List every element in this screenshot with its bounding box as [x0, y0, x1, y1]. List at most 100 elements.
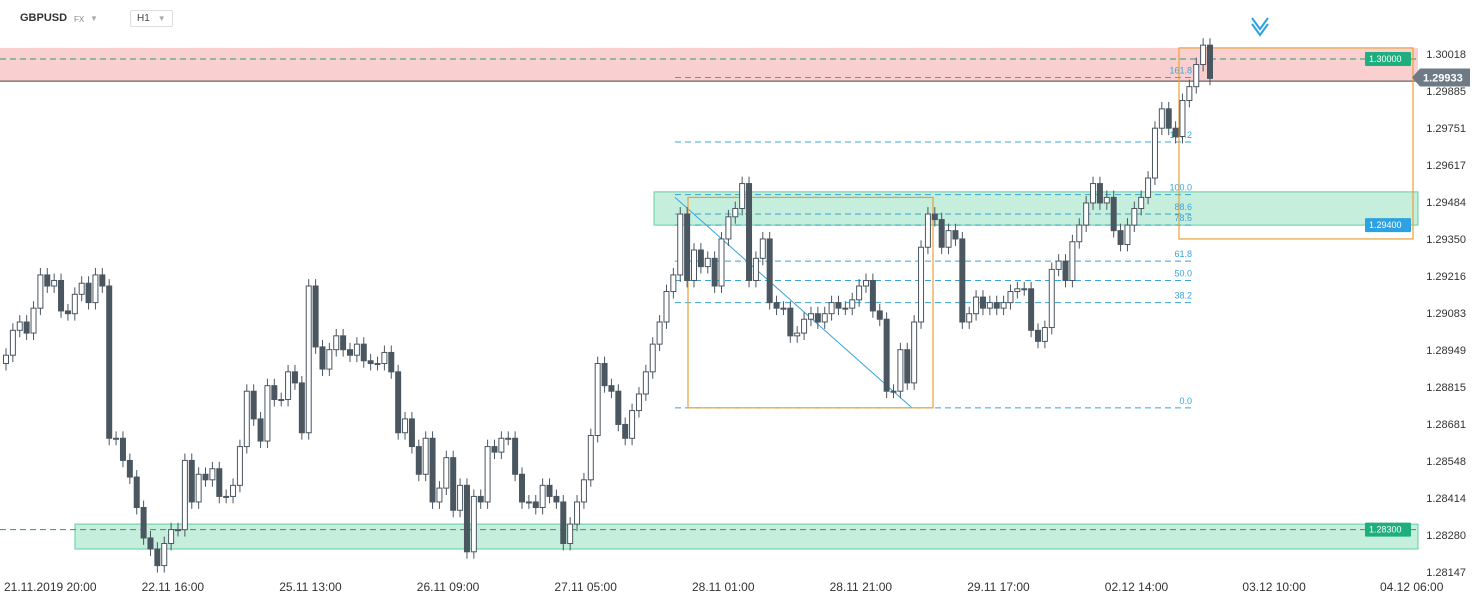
- candle-body: [463, 484, 470, 553]
- x-axis: 21.11.2019 20:00 22.11 16:00 25.11 13:00 26…: [4, 580, 1444, 594]
- candle-body: [794, 332, 801, 337]
- candle-body: [1207, 44, 1213, 79]
- x-tick-label: 28.11 21:00: [830, 580, 893, 594]
- candle-body: [835, 302, 842, 309]
- candle-body: [752, 257, 759, 281]
- candle-body: [223, 495, 230, 498]
- candle-body: [436, 487, 443, 503]
- candle-body: [876, 310, 883, 320]
- y-axis: 1.30018 1.29885 1.29751 1.29617 1.29484 1.293…: [1426, 49, 1466, 579]
- candle-body: [381, 351, 388, 365]
- candle-body: [532, 501, 539, 508]
- candle-body: [271, 385, 278, 401]
- candle-body: [615, 390, 622, 425]
- y-tick-label: 1.30018: [1426, 49, 1466, 61]
- candle-body: [181, 459, 188, 531]
- current-price-tag-bg: [1412, 68, 1470, 87]
- candle-body: [498, 437, 505, 453]
- candle-body: [505, 437, 512, 440]
- y-tick-label: 1.28949: [1426, 345, 1466, 357]
- x-tick-label: 29.11 17:00: [967, 580, 1030, 594]
- candle-body: [704, 257, 711, 268]
- symbol-label[interactable]: GBPUSD: [20, 12, 68, 24]
- candle-body: [161, 542, 168, 567]
- level-tag-top-bg: [1365, 51, 1411, 66]
- candle-body: [890, 390, 897, 393]
- candle-body: [9, 329, 16, 356]
- candle-body: [37, 274, 44, 309]
- candle-body: [1179, 100, 1186, 138]
- candle-body: [99, 274, 106, 287]
- candle-body: [718, 238, 725, 287]
- candle-body: [58, 279, 65, 312]
- fib-layer: 161.8127.2100.088.678.661.850.038.20.0: [674, 66, 1195, 409]
- candle-body: [422, 437, 429, 475]
- candle-body: [71, 293, 78, 315]
- candle-body: [691, 249, 697, 281]
- x-tick-label: 03.12 10:00: [1242, 580, 1306, 594]
- fib-label: 61.8: [1174, 249, 1192, 259]
- candle-body: [470, 495, 477, 553]
- candle-body: [746, 183, 753, 281]
- candle-body: [326, 349, 333, 370]
- candle-body: [347, 349, 353, 356]
- candle-body: [918, 246, 925, 323]
- candle-body: [973, 296, 980, 315]
- candle-body: [732, 207, 739, 218]
- candle-body: [298, 382, 305, 434]
- x-tick-label: 22.11 16:00: [142, 580, 205, 594]
- candle-body: [601, 363, 608, 387]
- timeframe-label: H1: [137, 13, 150, 24]
- y-tick-label: 1.28414: [1426, 493, 1466, 505]
- candle-body: [807, 313, 814, 320]
- candle-body: [931, 213, 938, 221]
- candle-body: [945, 230, 952, 248]
- candle-body: [1062, 260, 1069, 281]
- candle-body: [408, 418, 415, 448]
- candle-body: [979, 296, 986, 309]
- candle-body: [140, 506, 147, 539]
- candle-body: [312, 285, 319, 348]
- candle-body: [821, 313, 828, 323]
- candle-body: [725, 216, 732, 240]
- candle-body: [92, 274, 99, 304]
- candle-body: [512, 437, 519, 475]
- candle-body: [126, 459, 133, 478]
- candle-body: [993, 302, 1000, 309]
- candle-body: [519, 473, 525, 503]
- fib-label: 0.0: [1179, 396, 1192, 406]
- level-tag-mid-bg: [1365, 218, 1411, 233]
- candle-body: [883, 318, 890, 392]
- candle-body: [1165, 108, 1172, 129]
- timeframe-select[interactable]: H1 ▼: [130, 10, 173, 27]
- candle-body: [1138, 196, 1145, 209]
- fib-label: 78.6: [1174, 213, 1192, 223]
- y-tick-label: 1.28548: [1426, 456, 1466, 468]
- candle-body: [773, 302, 780, 309]
- x-tick-label: 02.12 14:00: [1105, 580, 1169, 594]
- candle-body: [801, 318, 808, 334]
- candle-body: [1014, 288, 1021, 293]
- candle-body: [766, 238, 773, 304]
- candle-body: [443, 457, 450, 489]
- candle-body: [924, 213, 931, 248]
- y-tick-label: 1.29617: [1426, 160, 1466, 172]
- candle-body: [23, 321, 30, 334]
- candle-body: [477, 495, 484, 503]
- candle-body: [553, 495, 560, 503]
- candle-body: [429, 437, 436, 503]
- candle-body: [285, 371, 292, 401]
- symbol-dropdown-icon[interactable]: ▼: [90, 14, 98, 23]
- candle-body: [484, 446, 491, 503]
- candle-body: [305, 285, 312, 434]
- support-zone-bottom: [74, 523, 1419, 550]
- level-tag-mid: 1.29400: [1369, 220, 1402, 230]
- candle-body: [642, 371, 649, 395]
- resistance-zone: [0, 47, 1418, 82]
- candle-body: [291, 371, 298, 384]
- candle-body: [574, 501, 581, 525]
- candle-body: [360, 343, 367, 362]
- candle-body: [491, 446, 498, 453]
- candle-body: [546, 484, 553, 497]
